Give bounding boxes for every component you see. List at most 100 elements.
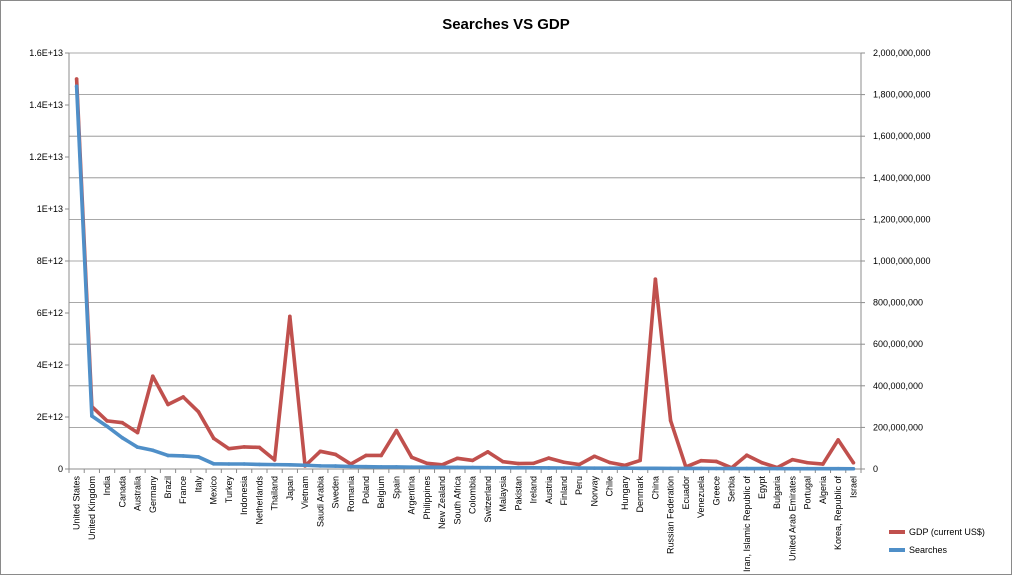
data-point-gdp-current-us xyxy=(425,461,429,466)
left-tick-label: 2E+12 xyxy=(37,412,63,422)
data-point-gdp-current-us xyxy=(668,418,673,423)
data-point-searches xyxy=(181,454,186,458)
data-point-gdp-current-us xyxy=(653,277,658,282)
data-point-gdp-current-us xyxy=(516,461,521,466)
data-point-searches xyxy=(699,466,703,471)
x-category-label: Iran, Islamic Republic of xyxy=(742,476,752,573)
x-category-label: Portugal xyxy=(803,476,813,510)
data-point-gdp-current-us xyxy=(227,446,231,451)
data-point-searches xyxy=(272,462,277,467)
data-point-searches xyxy=(379,465,384,469)
right-tick-label: 2,000,000,000 xyxy=(873,48,931,58)
data-point-searches xyxy=(409,465,414,469)
x-category-label: Finland xyxy=(559,476,569,506)
x-category-label: Peru xyxy=(574,476,584,495)
gridlines xyxy=(69,52,861,428)
data-point-gdp-current-us xyxy=(257,445,262,450)
data-point-gdp-current-us xyxy=(821,462,825,466)
x-category-label: Hungary xyxy=(620,476,630,511)
x-category-label: Canada xyxy=(117,476,127,508)
data-point-gdp-current-us xyxy=(379,453,384,458)
left-tick-label: 1.2E+13 xyxy=(29,152,63,162)
data-point-gdp-current-us xyxy=(562,460,566,465)
data-point-searches xyxy=(90,414,94,418)
data-point-searches xyxy=(501,465,505,470)
x-category-label: Serbia xyxy=(727,476,737,502)
x-category-label: South Africa xyxy=(452,476,462,525)
x-category-label: Mexico xyxy=(209,476,219,505)
data-point-searches xyxy=(714,466,719,471)
chart-title: Searches VS GDP xyxy=(442,16,570,33)
data-point-gdp-current-us xyxy=(242,445,246,449)
data-point-searches xyxy=(546,466,551,470)
x-category-label: Greece xyxy=(711,476,721,506)
right-tick-label: 800,000,000 xyxy=(873,298,923,308)
data-point-searches xyxy=(790,466,795,471)
x-category-label: Switzerland xyxy=(483,476,493,523)
right-tick-label: 1,400,000,000 xyxy=(873,173,931,183)
left-tick-label: 0 xyxy=(58,464,63,474)
data-point-gdp-current-us xyxy=(166,402,170,407)
data-point-gdp-current-us xyxy=(105,419,109,423)
data-point-searches xyxy=(227,462,231,466)
series-line-searches xyxy=(74,84,856,471)
data-point-gdp-current-us xyxy=(805,460,810,465)
data-point-gdp-current-us xyxy=(150,374,155,378)
data-point-gdp-current-us xyxy=(577,462,582,467)
x-category-label: Korea, Republic of xyxy=(833,476,843,551)
right-tick-label: 1,000,000,000 xyxy=(873,256,931,266)
x-category-label: Colombia xyxy=(468,476,478,514)
data-point-gdp-current-us xyxy=(394,428,399,433)
data-point-gdp-current-us xyxy=(181,395,186,399)
right-tick-label: 1,800,000,000 xyxy=(873,90,931,100)
right-tick-label: 1,200,000,000 xyxy=(873,214,931,224)
data-point-searches xyxy=(486,465,490,470)
x-category-label: Vietnam xyxy=(300,476,310,509)
data-point-searches xyxy=(74,84,79,89)
left-y-axis: 0 2E+12 4E+12 6E+12 8E+12 1E+13 1.2E+13 1.4E+13… xyxy=(29,48,70,474)
data-point-searches xyxy=(684,466,688,471)
left-tick-label: 1.6E+13 xyxy=(29,48,63,58)
data-point-searches xyxy=(440,465,444,470)
x-category-label: Austria xyxy=(544,476,554,504)
left-tick-label: 8E+12 xyxy=(37,256,63,266)
x-category-label: Italy xyxy=(193,476,203,493)
data-point-searches xyxy=(470,465,475,470)
x-category-label: Egypt xyxy=(757,476,767,500)
x-category-label: Malaysia xyxy=(498,476,508,512)
x-category-label: Poland xyxy=(361,476,371,504)
x-category-label: Philippines xyxy=(422,476,432,520)
x-category-label: Brazil xyxy=(163,476,173,499)
x-category-label: Ecuador xyxy=(681,476,691,510)
data-point-searches xyxy=(638,466,642,471)
x-category-label: United States xyxy=(72,476,82,531)
data-point-gdp-current-us xyxy=(760,460,764,465)
x-category-label: Venezuela xyxy=(696,476,706,518)
x-category-label: France xyxy=(178,476,188,504)
data-point-searches xyxy=(516,465,521,470)
right-tick-label: 1,600,000,000 xyxy=(873,131,931,141)
data-point-searches xyxy=(425,465,429,470)
data-point-searches xyxy=(775,466,780,471)
data-point-searches xyxy=(242,462,246,466)
data-point-searches xyxy=(562,466,566,470)
x-category-label: Germany xyxy=(148,476,158,514)
x-category-label: Russian Federation xyxy=(666,476,676,554)
data-point-searches xyxy=(196,455,201,459)
legend: GDP (current US$) Searches xyxy=(889,527,985,555)
left-tick-label: 4E+12 xyxy=(37,360,63,370)
x-category-label: Belgium xyxy=(376,476,386,509)
x-axis: United States United Kingdom India Canada Au… xyxy=(68,468,862,573)
x-category-label: Thailand xyxy=(270,476,280,511)
legend-label: GDP (current US$) xyxy=(909,527,985,537)
x-category-label: Chile xyxy=(605,476,615,497)
data-point-gdp-current-us xyxy=(699,458,703,463)
right-tick-label: 400,000,000 xyxy=(873,381,923,391)
data-point-gdp-current-us xyxy=(455,456,460,461)
data-point-gdp-current-us xyxy=(592,454,597,459)
data-point-searches xyxy=(836,466,840,471)
right-tick-label: 600,000,000 xyxy=(873,339,923,349)
data-point-gdp-current-us xyxy=(364,453,368,458)
data-point-gdp-current-us xyxy=(546,456,551,460)
